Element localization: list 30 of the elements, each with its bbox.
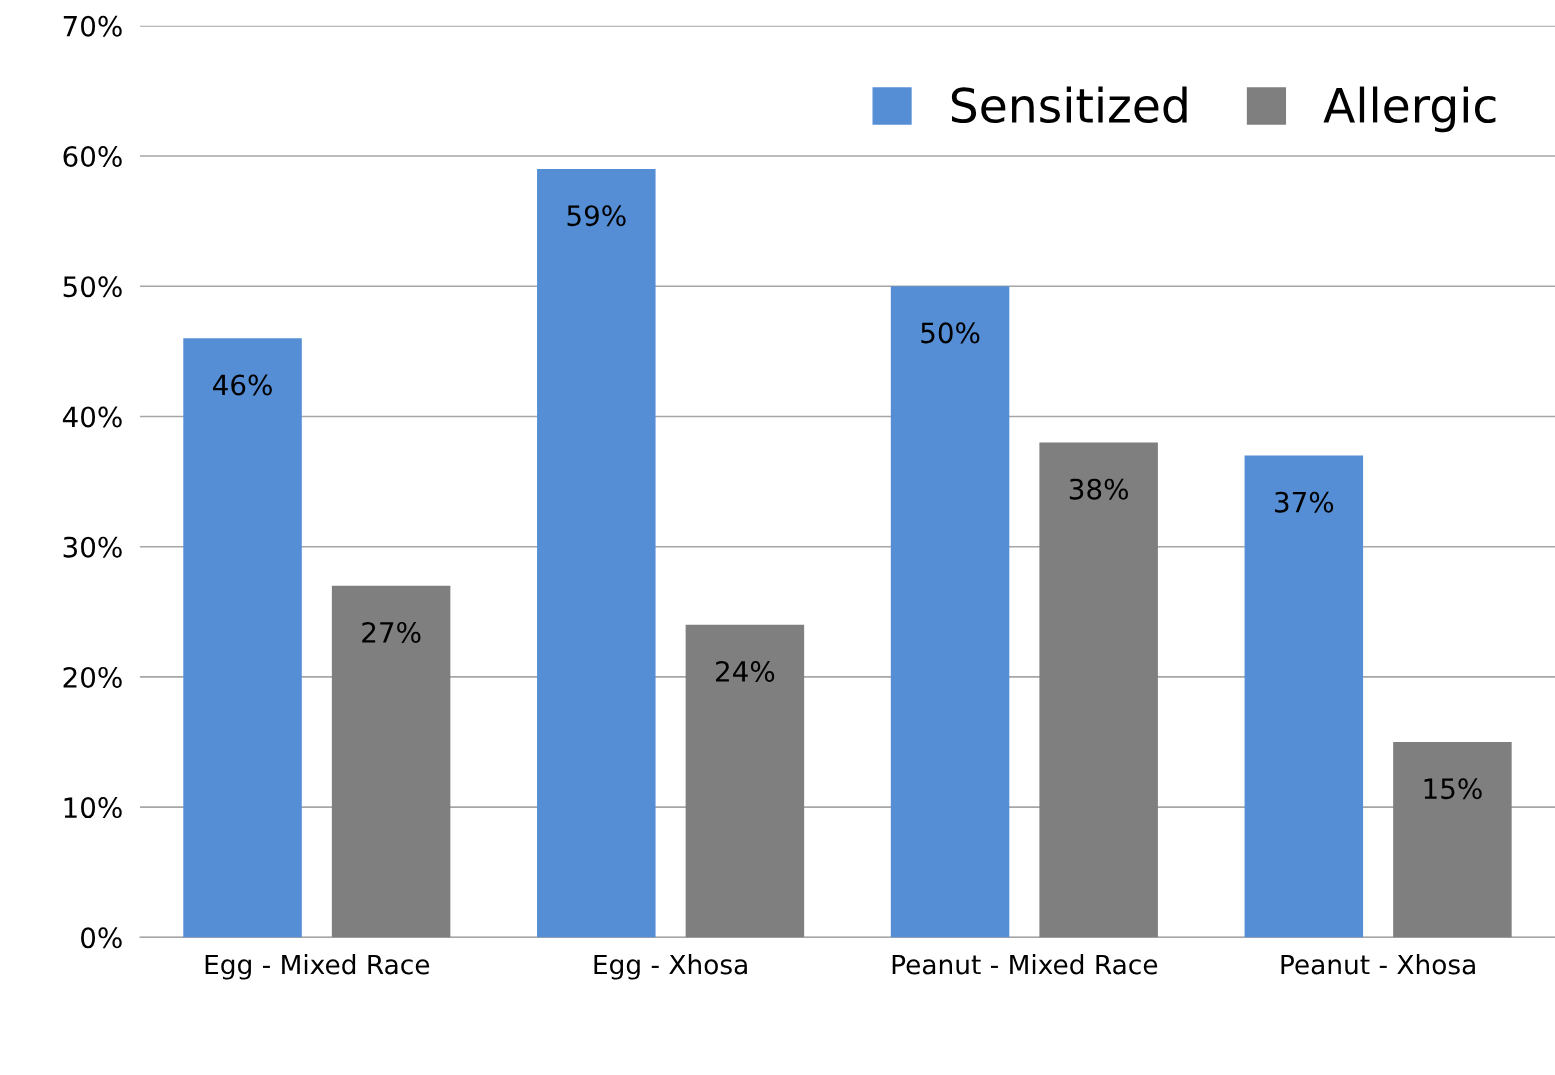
- data-label: 50%: [921, 322, 980, 344]
- bar: [331, 585, 451, 938]
- x-tick-label: Egg - Xhosa: [594, 954, 747, 980]
- data-label: 37%: [1275, 491, 1334, 513]
- data-label: 46%: [213, 374, 272, 396]
- legend-label: Allergic: [1323, 86, 1496, 133]
- y-tick-label: 0%: [81, 927, 122, 949]
- bar: [890, 286, 1010, 938]
- bar: [685, 624, 805, 938]
- data-label: 38%: [1069, 478, 1128, 500]
- y-tick-label: 60%: [63, 145, 122, 167]
- bar: [1039, 442, 1158, 938]
- y-tick-label: 50%: [63, 276, 122, 298]
- bar: [1393, 742, 1512, 938]
- y-tick-label: 30%: [63, 536, 122, 558]
- y-tick-label: 20%: [63, 666, 122, 688]
- data-label: 59%: [567, 205, 626, 227]
- bar: [183, 338, 302, 938]
- bar: [1244, 455, 1364, 938]
- y-tick-label: 70%: [63, 15, 122, 37]
- x-tick-label: Peanut - Xhosa: [1281, 954, 1475, 975]
- bar: [537, 169, 656, 938]
- x-tick-label: Peanut - Mixed Race: [892, 954, 1158, 975]
- data-label: 27%: [362, 621, 421, 643]
- legend-label: Sensitized: [951, 86, 1187, 124]
- data-label: 24%: [716, 660, 775, 682]
- y-tick-label: 40%: [62, 406, 122, 428]
- x-tick-label: Egg - Mixed Race: [205, 954, 430, 980]
- y-tick-label: 10%: [64, 797, 122, 819]
- data-label: 15%: [1424, 778, 1482, 800]
